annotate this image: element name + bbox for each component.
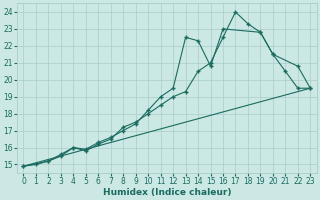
X-axis label: Humidex (Indice chaleur): Humidex (Indice chaleur) xyxy=(103,188,231,197)
